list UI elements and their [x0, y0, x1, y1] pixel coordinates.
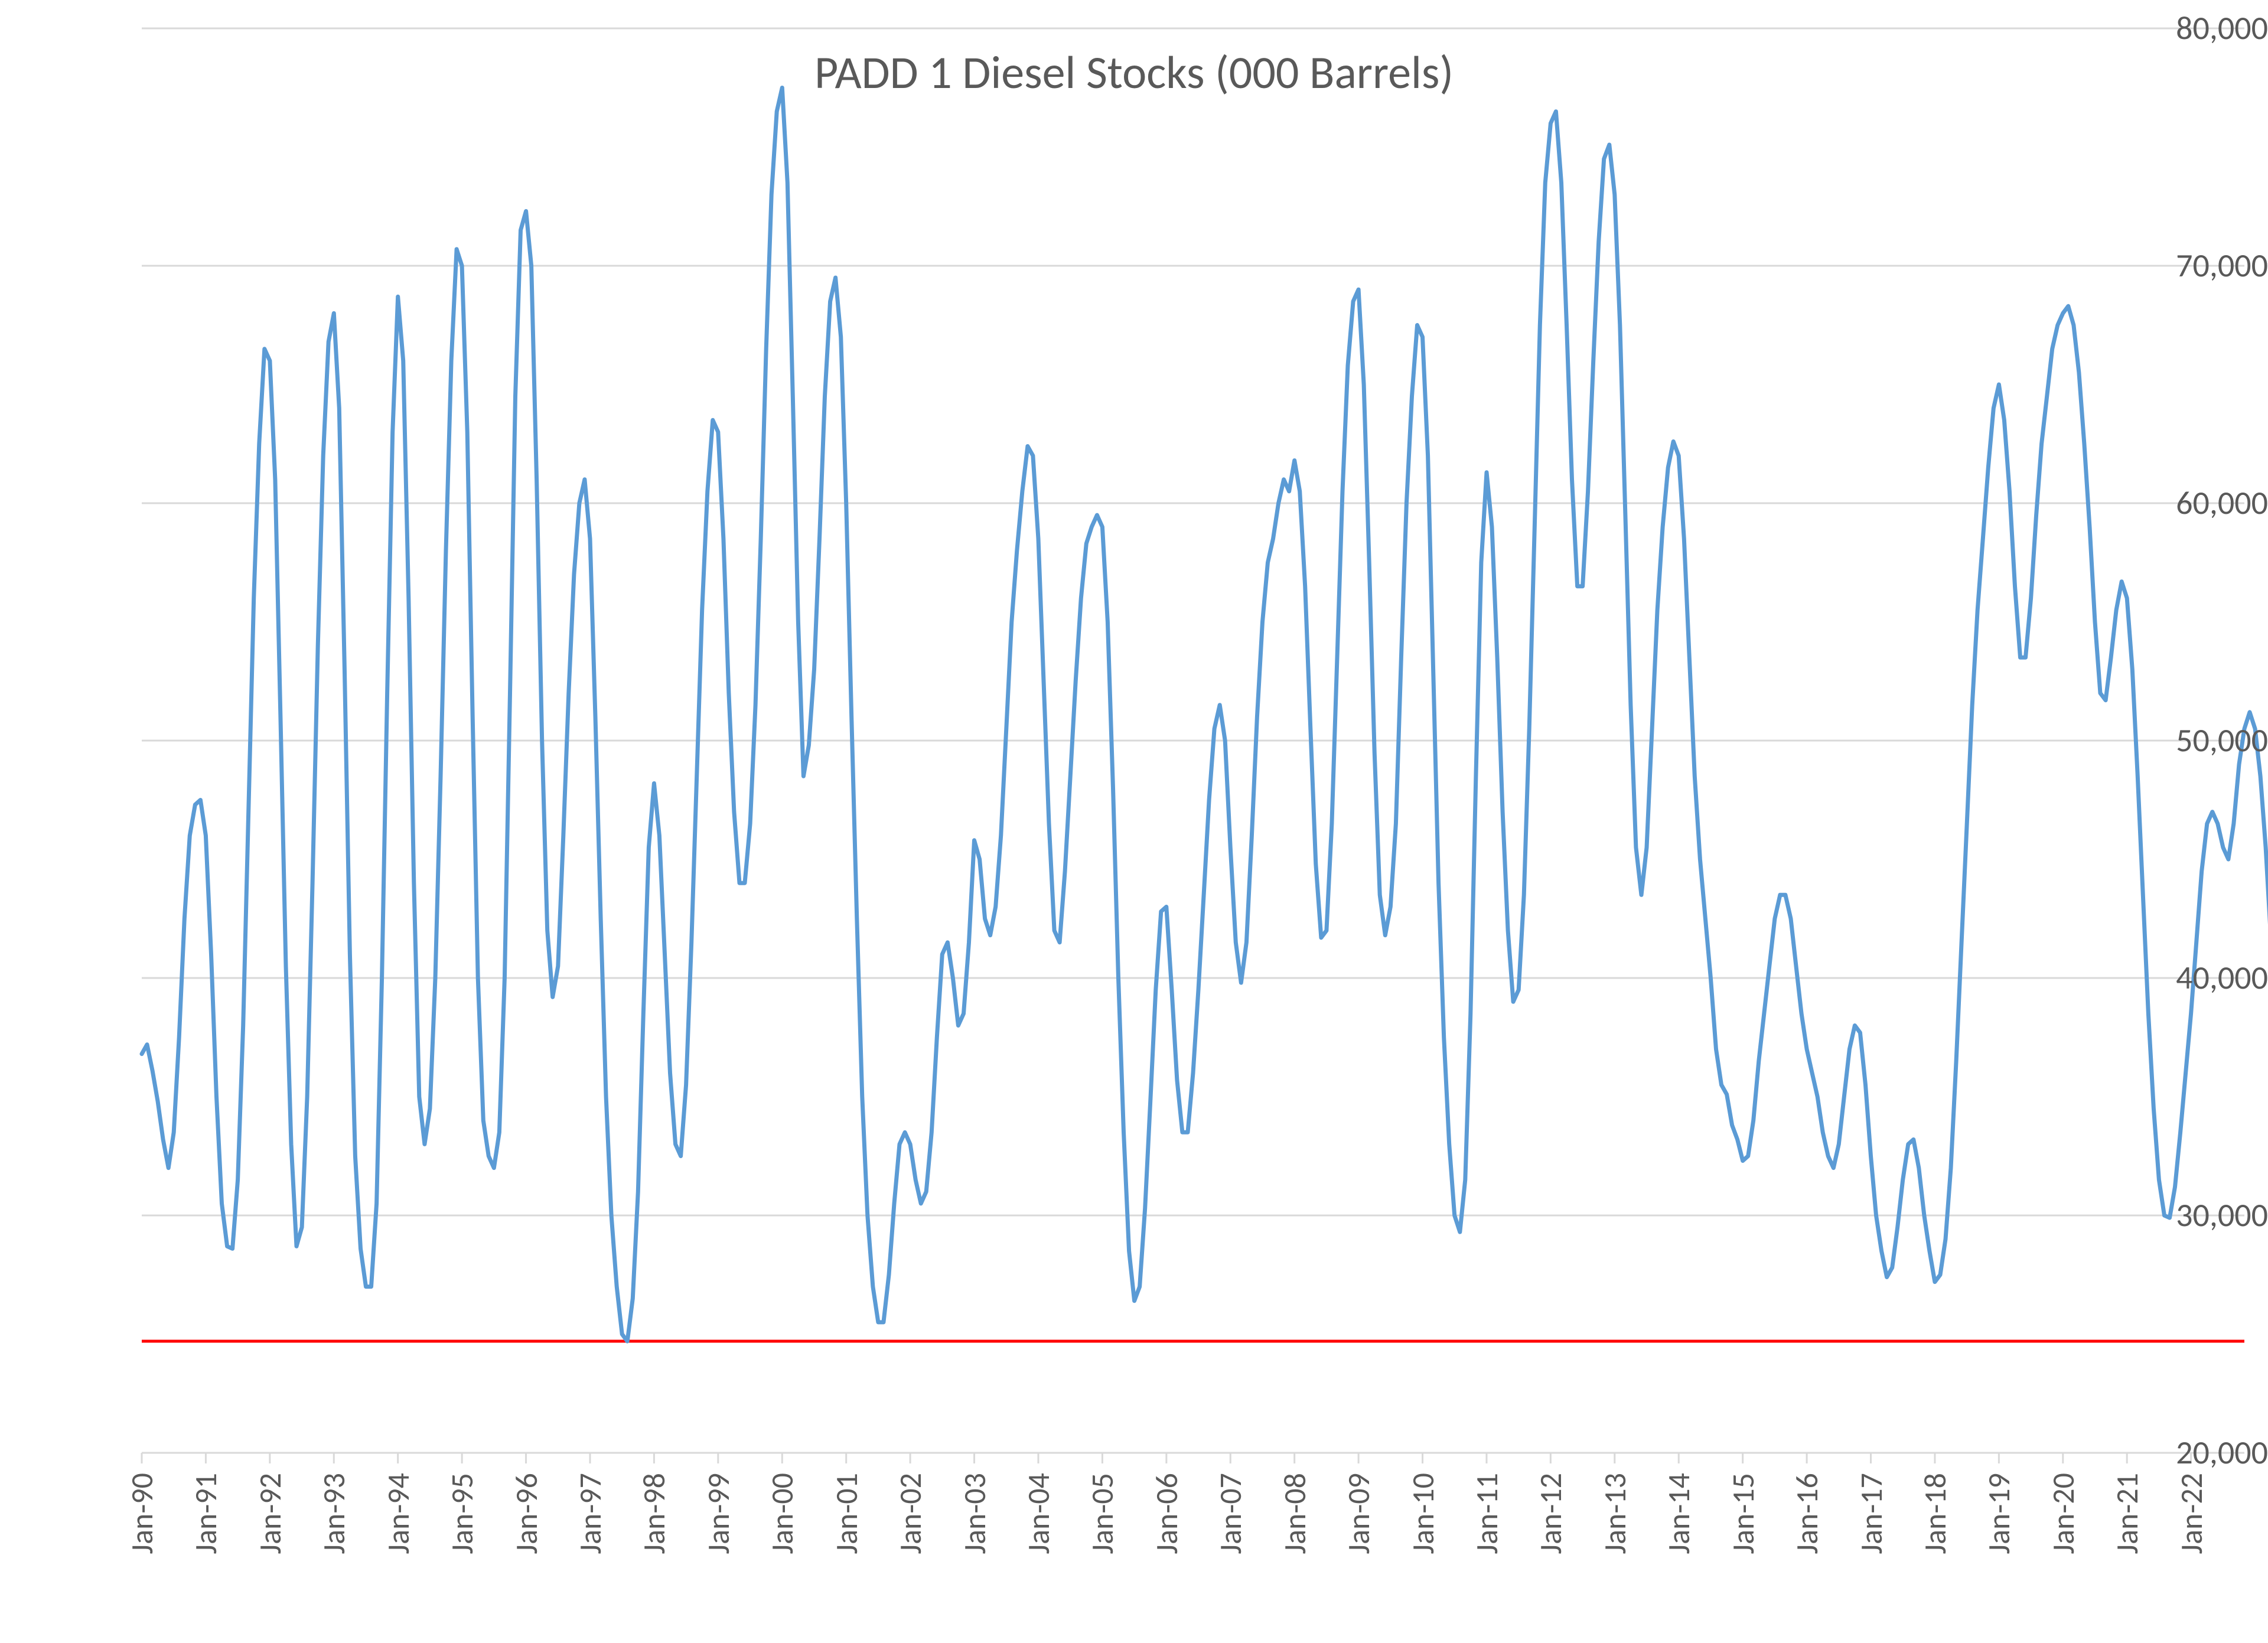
x-tick-label: Jan-07 — [1211, 1473, 1249, 1554]
x-tick-label: Jan-22 — [2172, 1473, 2210, 1554]
y-tick-label: 70,000 — [2150, 246, 2268, 286]
x-tick-label: Jan-15 — [1724, 1473, 1762, 1554]
x-tick-label: Jan-13 — [1596, 1473, 1634, 1554]
series-line — [142, 88, 2268, 1424]
x-tick-label: Jan-97 — [571, 1473, 609, 1554]
x-tick-label: Jan-90 — [123, 1473, 161, 1554]
y-tick-label: 80,000 — [2150, 8, 2268, 48]
x-tick-label: Jan-92 — [251, 1473, 289, 1554]
chart-container: PADD 1 Diesel Stocks (000 Barrels) 20,00… — [0, 0, 2268, 1643]
x-tick-label: Jan-95 — [443, 1473, 481, 1554]
x-tick-label: Jan-91 — [187, 1473, 224, 1554]
y-tick-label: 20,000 — [2150, 1433, 2268, 1473]
x-tick-label: Jan-21 — [2108, 1473, 2146, 1554]
x-tick-label: Jan-17 — [1852, 1473, 1890, 1554]
x-tick-label: Jan-02 — [891, 1473, 929, 1554]
x-tick-label: Jan-00 — [763, 1473, 801, 1554]
x-tick-label: Jan-19 — [1980, 1473, 2018, 1554]
x-tick-label: Jan-96 — [507, 1473, 545, 1554]
x-tick-label: Jan-20 — [2044, 1473, 2082, 1554]
x-tick-label: Jan-16 — [1788, 1473, 1826, 1554]
x-tick-label: Jan-03 — [956, 1473, 993, 1554]
x-tick-label: Jan-09 — [1340, 1473, 1377, 1554]
x-tick-label: Jan-94 — [379, 1473, 417, 1554]
x-tick-label: Jan-01 — [827, 1473, 865, 1554]
x-tick-label: Jan-14 — [1660, 1473, 1697, 1554]
x-tick-label: Jan-98 — [635, 1473, 673, 1554]
x-tick-label: Jan-04 — [1019, 1473, 1057, 1554]
y-tick-label: 50,000 — [2150, 721, 2268, 761]
x-tick-label: Jan-11 — [1468, 1473, 1506, 1554]
y-tick-label: 30,000 — [2150, 1195, 2268, 1235]
x-tick-label: Jan-06 — [1148, 1473, 1185, 1554]
plot-area — [0, 0, 2268, 1643]
y-tick-label: 60,000 — [2150, 483, 2268, 523]
x-tick-label: Jan-12 — [1531, 1473, 1569, 1554]
x-tick-label: Jan-99 — [699, 1473, 737, 1554]
x-tick-label: Jan-10 — [1404, 1473, 1442, 1554]
x-tick-label: Jan-05 — [1083, 1473, 1121, 1554]
x-tick-label: Jan-18 — [1916, 1473, 1954, 1554]
y-tick-label: 40,000 — [2150, 958, 2268, 998]
x-tick-label: Jan-08 — [1276, 1473, 1314, 1554]
chart-title: PADD 1 Diesel Stocks (000 Barrels) — [0, 44, 2268, 100]
axis-lines — [142, 1453, 2244, 1463]
x-tick-label: Jan-93 — [315, 1473, 353, 1554]
